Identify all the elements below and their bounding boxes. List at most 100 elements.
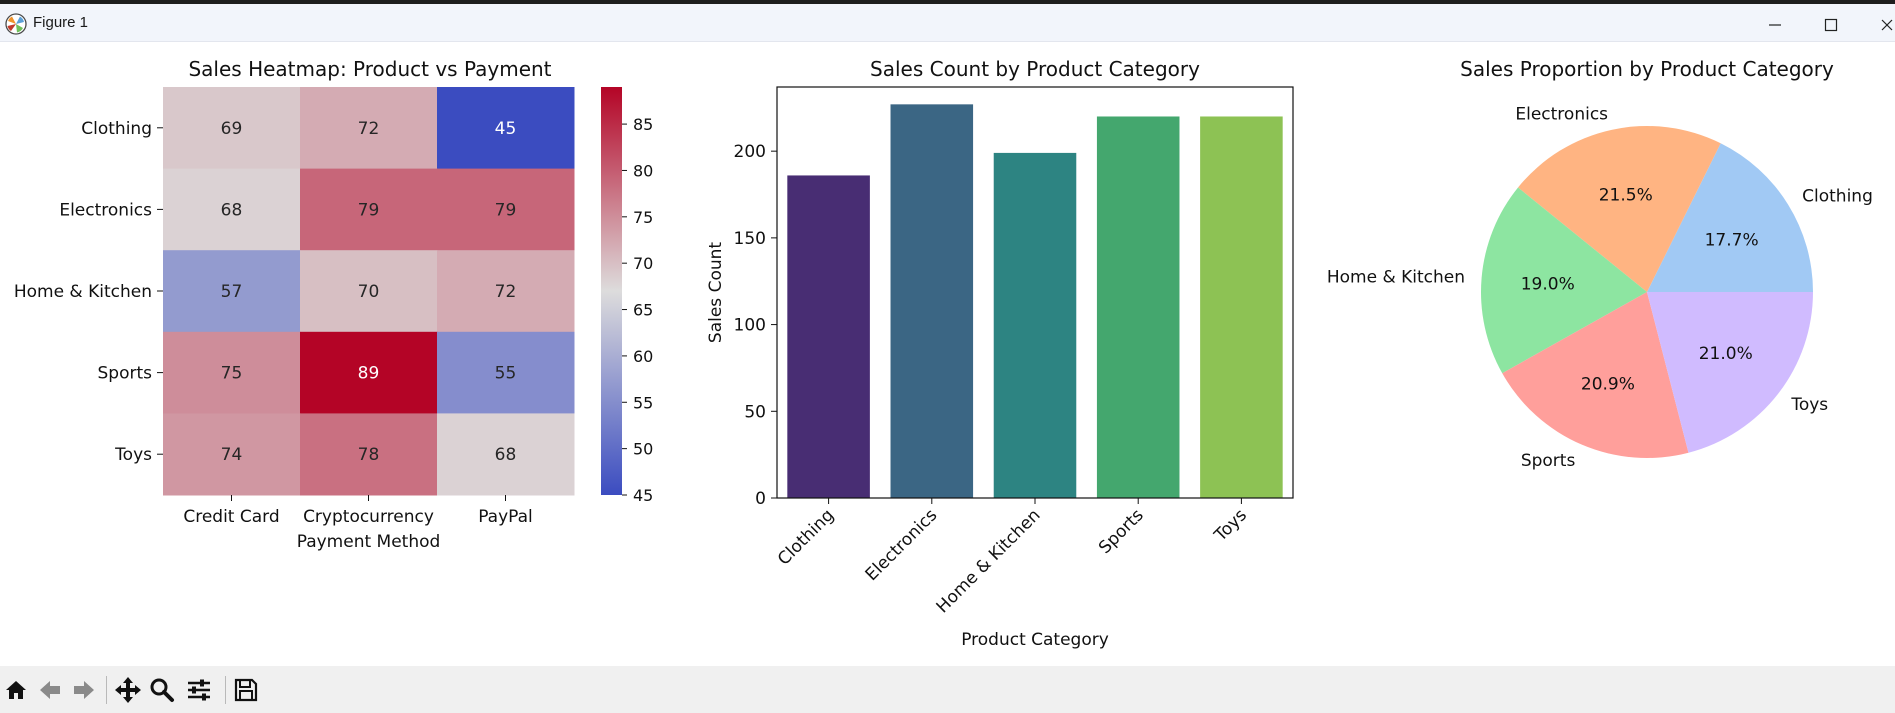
heatmap-cell-label: 45 xyxy=(495,119,517,139)
back-arrow-icon xyxy=(40,681,60,699)
back-button[interactable] xyxy=(34,674,66,706)
matplotlib-icon xyxy=(5,13,27,35)
heatmap-cell-label: 72 xyxy=(495,282,517,302)
pan-icon xyxy=(115,677,141,703)
save-button[interactable] xyxy=(230,674,262,706)
pie-slice xyxy=(1518,125,1721,292)
bar xyxy=(1096,116,1180,498)
heatmap-x-axis-label: Payment Method xyxy=(297,532,441,552)
heatmap-cell-label: 75 xyxy=(221,364,243,384)
figure-canvas[interactable]: Sales Heatmap: Product vs Payment 69 72 45 6… xyxy=(0,42,1895,666)
heatmap-cell xyxy=(437,413,575,496)
pie-slice xyxy=(1481,187,1647,374)
heatmap-cell-label: 89 xyxy=(358,364,380,384)
heatmap-cell-label: 78 xyxy=(358,445,380,465)
heatmap-cell-label: 74 xyxy=(221,445,243,465)
home-icon xyxy=(6,681,26,699)
bar-y-tick-label: 50 xyxy=(744,402,766,422)
heatmap-cell xyxy=(300,87,438,170)
heatmap-cell-label: 70 xyxy=(358,282,380,302)
colorbar-tick-label: 50 xyxy=(633,440,653,459)
background-terminal-strip xyxy=(0,0,1895,4)
heatmap-column-label: PayPal xyxy=(478,507,533,527)
navigation-toolbar xyxy=(0,666,1895,713)
heatmap-cell xyxy=(163,250,301,333)
configure-subplots-button[interactable] xyxy=(183,674,215,706)
pie-chart: Sales Proportion by Product Category 17.7… xyxy=(1327,57,1873,471)
zoom-icon xyxy=(150,678,174,702)
heatmap-cell xyxy=(437,331,575,414)
minimize-icon xyxy=(1769,24,1781,26)
heatmap-row-label: Sports xyxy=(98,364,153,384)
heatmap-cell-label: 57 xyxy=(221,282,243,302)
maximize-icon xyxy=(1824,18,1838,32)
pie-chart-title: Sales Proportion by Product Category xyxy=(1460,57,1834,81)
colorbar-tick-label: 80 xyxy=(633,161,653,180)
heatmap-cell xyxy=(163,87,301,170)
bar xyxy=(787,175,870,498)
minimize-button[interactable] xyxy=(1747,8,1803,42)
close-icon xyxy=(1881,19,1893,31)
heatmap-column-label: Credit Card xyxy=(183,507,279,527)
pan-button[interactable] xyxy=(112,674,144,706)
pie-percent-label: 19.0% xyxy=(1521,275,1575,295)
heatmap-cell-label: 79 xyxy=(358,200,380,220)
colorbar-tick-label: 65 xyxy=(633,301,653,320)
maximize-button[interactable] xyxy=(1803,8,1859,42)
bar xyxy=(890,104,974,499)
pie-slice xyxy=(1647,292,1813,453)
bar-chart-title: Sales Count by Product Category xyxy=(870,57,1200,81)
forward-button[interactable] xyxy=(68,674,100,706)
forward-arrow-icon xyxy=(74,681,94,699)
bar xyxy=(1200,116,1283,498)
pie-category-label: Sports xyxy=(1521,451,1576,471)
colorbar-tick-label: 60 xyxy=(633,347,653,366)
heatmap-row-label: Electronics xyxy=(59,200,152,220)
bar-x-tick-label: Home & Kitchen xyxy=(933,505,1045,617)
window-titlebar[interactable]: Figure 1 xyxy=(0,4,1895,42)
close-button[interactable] xyxy=(1859,8,1895,42)
pie-percent-label: 17.7% xyxy=(1705,230,1759,250)
heatmap-cell xyxy=(163,168,301,251)
heatmap-row-label: Toys xyxy=(114,445,152,465)
bar-y-tick-label: 100 xyxy=(734,316,766,336)
heatmap-cell xyxy=(437,250,575,333)
pie-category-label: Toys xyxy=(1790,395,1828,415)
bar-chart: Sales Count by Product Category 0 50 100 150… xyxy=(706,57,1294,650)
figure-svg: Sales Heatmap: Product vs Payment 69 72 45 6… xyxy=(14,57,1873,650)
bar-y-tick-label: 200 xyxy=(734,142,766,162)
heatmap-cell xyxy=(300,168,438,251)
bar-y-axis-label: Sales Count xyxy=(706,242,726,343)
pie-category-label: Home & Kitchen xyxy=(1327,268,1465,288)
heatmap-cell-label: 55 xyxy=(495,364,517,384)
colorbar-tick-label: 70 xyxy=(633,254,653,273)
bar-x-tick-label: Electronics xyxy=(862,505,942,585)
window-title: Figure 1 xyxy=(33,14,89,31)
heatmap-cell-label: 79 xyxy=(495,200,517,220)
heatmap-row-label: Clothing xyxy=(81,119,152,139)
heatmap-title: Sales Heatmap: Product vs Payment xyxy=(188,57,551,81)
toolbar-separator xyxy=(225,676,226,704)
colorbar-tick-label: 55 xyxy=(633,393,653,412)
colorbar-tick-label: 45 xyxy=(633,486,653,505)
configure-subplots-icon xyxy=(188,679,210,701)
home-button[interactable] xyxy=(0,674,32,706)
pie-percent-label: 21.5% xyxy=(1599,186,1653,206)
heatmap-column-label: Cryptocurrency xyxy=(303,507,434,527)
toolbar-separator xyxy=(106,676,107,704)
heatmap-cell-label: 68 xyxy=(495,445,517,465)
colorbar-tick-label: 75 xyxy=(633,208,653,227)
bar xyxy=(993,152,1077,498)
pie-percent-label: 21.0% xyxy=(1699,344,1753,364)
bar-x-tick-label: Clothing xyxy=(774,505,838,569)
heatmap-row-label: Home & Kitchen xyxy=(14,282,152,302)
heatmap-cell xyxy=(437,168,575,251)
heatmap-cell xyxy=(300,331,438,414)
bar-x-tick-label: Sports xyxy=(1095,505,1148,558)
bar-y-tick-label: 150 xyxy=(734,229,766,249)
heatmap-cell xyxy=(163,413,301,496)
heatmap-cell-label: 68 xyxy=(221,200,243,220)
heatmap-chart: Sales Heatmap: Product vs Payment 69 72 45 6… xyxy=(14,57,654,552)
zoom-button[interactable] xyxy=(146,674,178,706)
heatmap-cell-label: 72 xyxy=(358,119,380,139)
